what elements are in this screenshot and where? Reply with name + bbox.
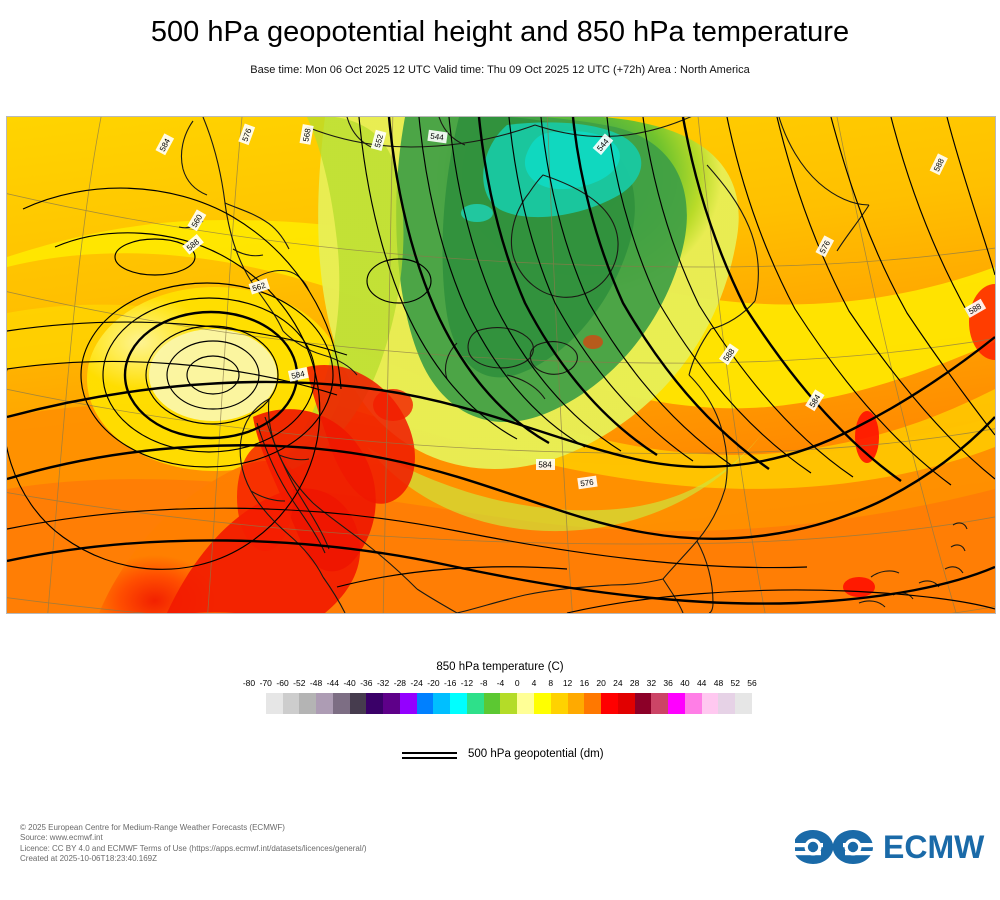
- colorbar-tick: 40: [680, 678, 690, 688]
- colorbar-swatch: [282, 693, 300, 714]
- colorbar-swatch: [366, 693, 384, 714]
- colorbar-tick: 4: [531, 678, 537, 688]
- colorbar-tick: 16: [579, 678, 590, 688]
- ecmwf-logo-text: ECMWF: [883, 829, 985, 865]
- colorbar-swatch: [634, 693, 652, 714]
- map-canvas: 584 576 560 562 568: [7, 117, 995, 613]
- colorbar-swatch: [584, 693, 602, 714]
- colorbar-tick-labels: -80 -70 -60 -52 -48 -44 -40 -36 -32 -28 -24 -20 -16-…: [243, 678, 757, 692]
- svg-text:568: 568: [301, 127, 312, 142]
- colorbar-tick: -4: [496, 678, 505, 688]
- colorbar-tick: -8: [479, 678, 488, 688]
- footer-line-created: Created at 2025-10-06T18:23:40.169Z: [20, 854, 157, 864]
- ecmwf-logo-mark: [795, 830, 877, 864]
- colorbar-swatch: [517, 693, 535, 714]
- colorbar-swatch: [249, 693, 266, 714]
- colorbar-tick: 0: [514, 678, 520, 688]
- colorbar-swatch: [433, 693, 451, 714]
- colorbar-tick: 12: [562, 678, 573, 688]
- colorbar-swatch: [483, 693, 501, 714]
- footer-line-source: Source: www.ecmwf.int: [20, 833, 103, 843]
- weather-map[interactable]: 584 576 560 562 568: [6, 116, 996, 614]
- colorbar-swatch: [684, 693, 702, 714]
- colorbar-tick: -20: [427, 678, 440, 688]
- colorbar-swatch: [265, 693, 283, 714]
- footer-line-copyright: © 2025 European Centre for Medium-Range …: [20, 823, 285, 832]
- colorbar-tick: -16: [444, 678, 457, 688]
- contour-legend: 500 hPa geopotential (dm): [402, 748, 832, 770]
- map-graphics: 584 576 560 562 568: [7, 117, 995, 613]
- colorbar-swatch: [718, 693, 736, 714]
- colorbar-title: 850 hPa temperature (C): [436, 661, 564, 673]
- colorbar-tick: -70: [259, 678, 272, 688]
- geopotential-contours: [7, 117, 995, 613]
- colorbar-swatch: [466, 693, 484, 714]
- colorbar-tick: -36: [360, 678, 373, 688]
- contour-legend-label: 500 hPa geopotential (dm): [468, 748, 604, 760]
- colorbar-tick: -48: [309, 678, 323, 688]
- colorbar-tick: 8: [548, 678, 554, 688]
- colorbar-swatch: [316, 693, 333, 714]
- ecmwf-logo: ECMWF: [795, 829, 985, 865]
- colorbar-tick: -24: [410, 678, 423, 688]
- colorbar-swatch: [567, 693, 585, 714]
- colorbar-tick: 56: [747, 678, 757, 688]
- colorbar-swatch: [383, 693, 400, 714]
- svg-text:544: 544: [430, 132, 445, 143]
- colorbar-tick: 48: [713, 678, 724, 688]
- footer-credits: © 2025 European Centre for Medium-Range …: [20, 823, 367, 865]
- colorbar-swatch: [399, 693, 417, 714]
- svg-text:562: 562: [251, 280, 267, 293]
- footer-line-licence: Licence: CC BY 4.0 and ECMWF Terms of Us…: [20, 843, 367, 853]
- page-title: 500 hPa geopotential height and 850 hPa …: [150, 16, 850, 48]
- colorbar-tick: -32: [376, 678, 390, 688]
- svg-text:576: 576: [580, 478, 595, 489]
- colorbar-swatch: [735, 693, 752, 714]
- colorbar-tick: -52: [293, 678, 306, 688]
- colorbar-tick: 20: [596, 678, 606, 688]
- colorbar-tick: -12: [460, 678, 474, 688]
- chart-subtitle: Base time: Mon 06 Oct 2025 12 UTC Valid …: [250, 64, 750, 76]
- colorbar-swatch: [500, 693, 518, 714]
- colorbar-swatch: [299, 693, 317, 714]
- colorbar-swatch: [349, 693, 367, 714]
- colorbar-swatches: [249, 693, 752, 714]
- colorbar-tick: 36: [663, 678, 673, 688]
- colorbar-tick: -40: [343, 678, 356, 688]
- colorbar-swatch: [668, 693, 685, 714]
- contour-legend-line: [402, 752, 457, 760]
- colorbar-swatch: [701, 693, 719, 714]
- svg-text:584: 584: [291, 369, 306, 381]
- colorbar-tick: 28: [629, 678, 640, 688]
- colorbar-swatch: [550, 693, 568, 714]
- colorbar-swatch: [450, 693, 467, 714]
- svg-text:552: 552: [373, 133, 385, 149]
- colorbar-tick: -60: [276, 678, 289, 688]
- colorbar-swatch: [617, 693, 635, 714]
- colorbar[interactable]: -80 -70 -60 -52 -48 -44 -40 -36 -32 -28 -24 -20 -16-…: [243, 678, 757, 714]
- colorbar-swatch: [601, 693, 618, 714]
- colorbar-tick: 32: [646, 678, 657, 688]
- colorbar-tick: -80: [242, 678, 256, 688]
- colorbar-swatch: [651, 693, 669, 714]
- svg-text:584: 584: [538, 461, 552, 470]
- colorbar-swatch: [416, 693, 434, 714]
- colorbar-tick: -28: [393, 678, 407, 688]
- colorbar-swatch: [332, 693, 350, 714]
- colorbar-tick: 24: [613, 678, 623, 688]
- colorbar-tick: 52: [730, 678, 740, 688]
- colorbar-tick: 44: [696, 678, 707, 688]
- colorbar-tick: -44: [326, 678, 339, 688]
- colorbar-swatch: [534, 693, 551, 714]
- svg-text:576: 576: [240, 127, 253, 143]
